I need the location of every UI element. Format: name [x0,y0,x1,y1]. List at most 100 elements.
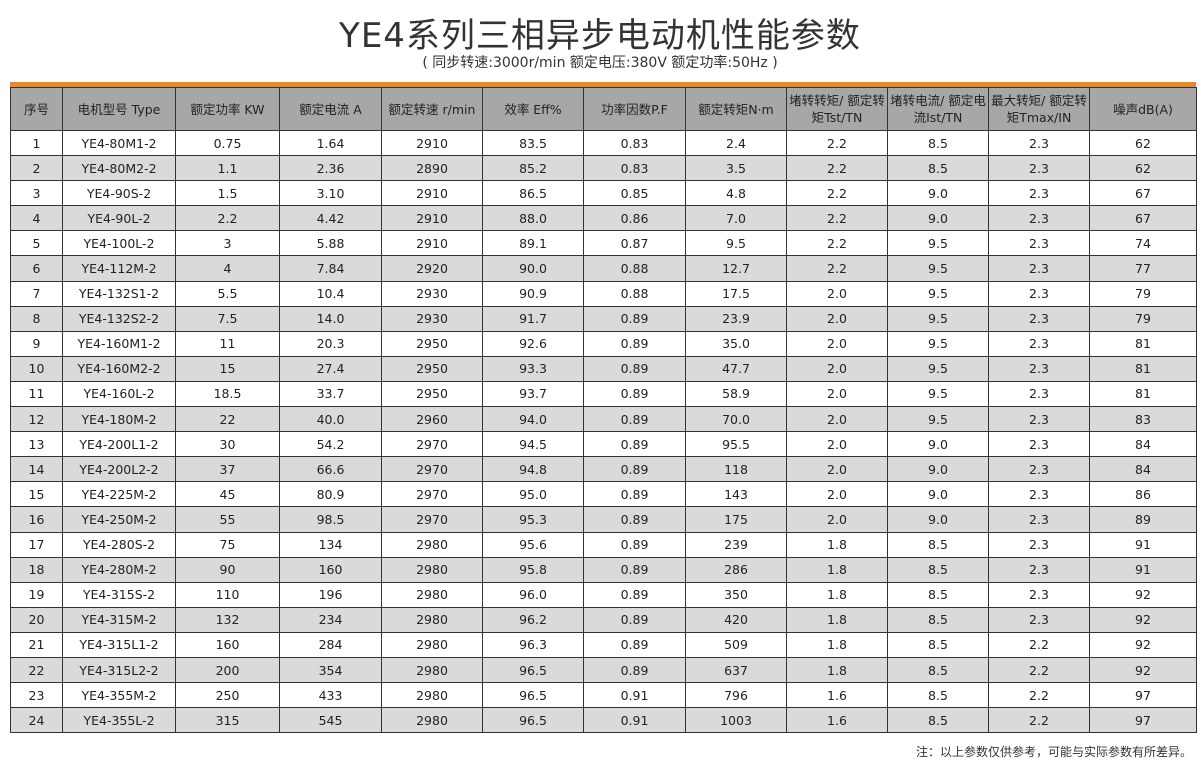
table-cell: YE4-355M-2 [62,682,176,709]
table-cell: 160 [279,556,382,583]
table-cell: 286 [685,556,787,583]
table-cell: 8.5 [887,531,989,558]
table-cell: 1003 [685,707,787,734]
table-cell: 96.5 [482,682,584,709]
table-cell: 83 [1089,406,1197,433]
table-cell: 2890 [381,155,483,182]
table-cell: 91.7 [482,305,584,332]
table-cell: 2950 [381,380,483,408]
table-cell: 96.3 [482,631,584,658]
table-cell: 5.5 [175,280,280,307]
table-cell: 2.2 [988,631,1090,658]
table-cell: 0.89 [583,606,686,633]
table-cell: 90.9 [482,280,584,307]
table-cell: 90.0 [482,255,584,282]
table-cell: 143 [685,481,787,508]
table-cell: 2.3 [988,155,1090,182]
table-cell: 93.7 [482,380,584,408]
table-cell: 0.85 [583,180,686,207]
table-cell: 83.5 [482,129,584,157]
table-cell: 81 [1089,380,1197,408]
table-cell: 81 [1089,355,1197,382]
table-cell: 2.3 [988,305,1090,332]
table-cell: 0.89 [583,330,686,357]
table-cell: 2980 [381,631,483,658]
table-cell: 97 [1089,707,1197,734]
table-cell: 8.5 [887,682,989,709]
table-cell: 1.64 [279,129,382,157]
table-cell: 92 [1089,656,1197,684]
table-row: 24 YE4-355L-2 315 545 2980 96.5 0.91 1003 1.6 8.5… [10,707,1197,734]
table-cell: 2.0 [786,355,888,382]
table-cell: 420 [685,606,787,633]
table-cell: 0.75 [175,129,280,157]
table-cell: 55 [175,506,280,533]
table-cell: 22 [175,406,280,433]
table-cell: YE4-315L1-2 [62,631,176,658]
table-cell: 7 [10,280,63,307]
table-cell: 2.3 [988,330,1090,357]
table-cell: 0.89 [583,406,686,433]
table-cell: 2910 [381,230,483,257]
table-cell: 79 [1089,305,1197,332]
table-cell: YE4-200L2-2 [62,456,176,483]
table-cell: 2910 [381,129,483,157]
table-cell: 2.3 [988,481,1090,508]
table-cell: 62 [1089,155,1197,182]
table-cell: YE4-160M2-2 [62,355,176,382]
table-cell: 37 [175,456,280,483]
table-cell: YE4-132S2-2 [62,305,176,332]
table-cell: 0.88 [583,280,686,307]
table-cell: 110 [175,581,280,608]
table-cell: 2.2 [175,205,280,232]
table-cell: 1 [10,129,63,157]
table-cell: 12 [10,406,63,433]
table-cell: 2980 [381,656,483,684]
table-cell: YE4-280M-2 [62,556,176,583]
table-cell: 14 [10,456,63,483]
table-cell: 1.1 [175,155,280,182]
table-cell: 94.5 [482,431,584,458]
table-cell: 91 [1089,556,1197,583]
table-cell: 20.3 [279,330,382,357]
table-cell: 0.89 [583,431,686,458]
table-cell: 97 [1089,682,1197,709]
table-cell: 2950 [381,330,483,357]
table-cell: 15 [10,481,63,508]
table-cell: 2.3 [988,230,1090,257]
table-cell: 175 [685,506,787,533]
table-cell: 93.3 [482,355,584,382]
table-cell: 0.83 [583,155,686,182]
table-cell: YE4-160M1-2 [62,330,176,357]
table-cell: 2.2 [988,682,1090,709]
table-cell: 0.89 [583,556,686,583]
table-cell: 11 [175,330,280,357]
table-cell: 2980 [381,581,483,608]
table-cell: 3.10 [279,180,382,207]
table-row: 19 YE4-315S-2 110 196 2980 96.0 0.89 350 1.8 8.5 2… [10,581,1197,608]
table-cell: 18 [10,556,63,583]
table-cell: 2.3 [988,531,1090,558]
table-cell: 2.3 [988,380,1090,408]
table-cell: 0.88 [583,255,686,282]
table-cell: 315 [175,707,280,734]
table-row: 10 YE4-160M2-2 15 27.4 2950 93.3 0.89 47.7 2.0 9.… [10,355,1197,382]
table-cell: 2 [10,155,63,182]
table-cell: 2.3 [988,506,1090,533]
table-cell: 2.0 [786,380,888,408]
table-cell: 8.5 [887,707,989,734]
table-cell: 9.0 [887,481,989,508]
table-cell: 2.3 [988,129,1090,157]
table-row: 1 YE4-80M1-2 0.75 1.64 2910 83.5 0.83 2.4 2.2 8.5… [10,129,1197,157]
table-cell: 2930 [381,305,483,332]
table-cell: YE4-80M1-2 [62,129,176,157]
table-cell: 2.2 [786,230,888,257]
table-row: 13 YE4-200L1-2 30 54.2 2970 94.5 0.89 95.5 2.0 9.… [10,431,1197,458]
table-cell: 0.91 [583,682,686,709]
table-cell: 3.5 [685,155,787,182]
table-cell: 12.7 [685,255,787,282]
table-cell: 2.0 [786,506,888,533]
table-cell: 22 [10,656,63,684]
table-cell: 3 [10,180,63,207]
table-cell: 9.5 [887,305,989,332]
